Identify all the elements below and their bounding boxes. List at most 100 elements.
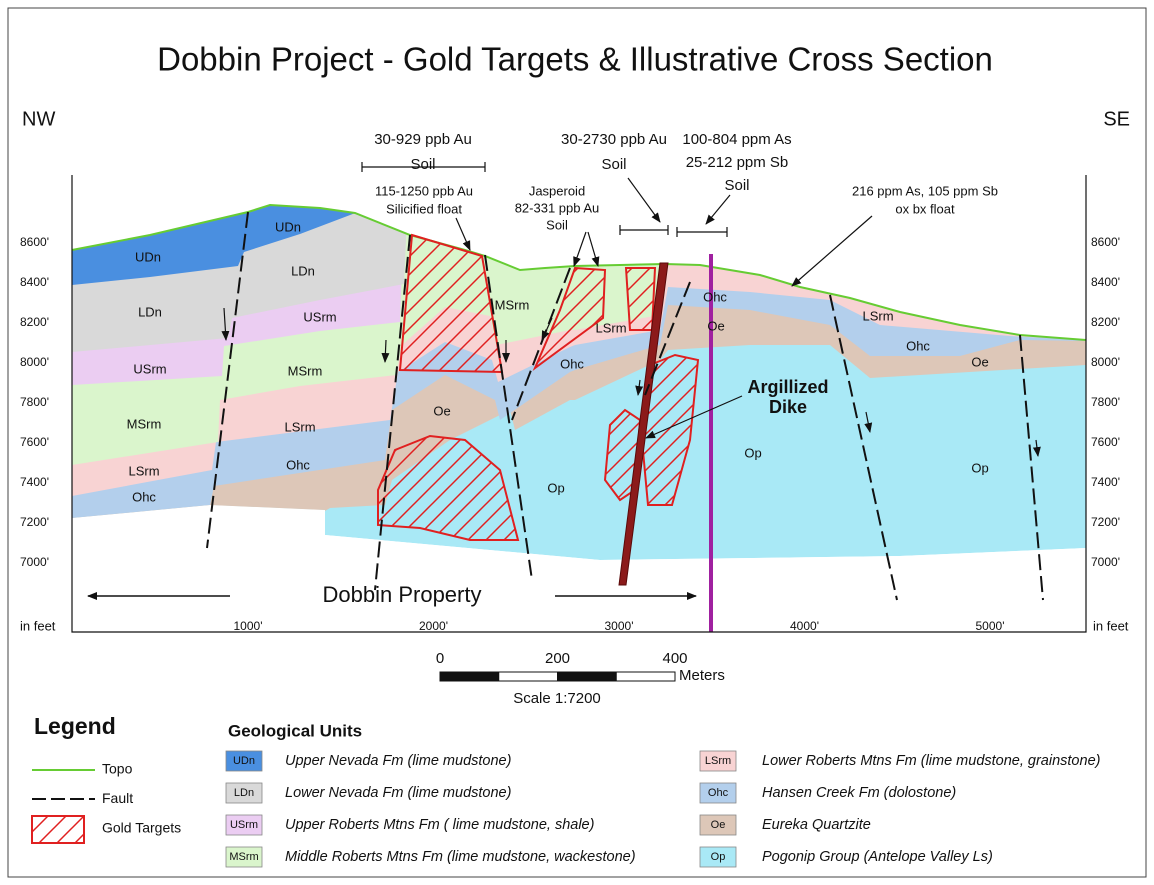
annotation: Soil — [546, 217, 568, 232]
unit-label: MSrm — [495, 297, 530, 312]
annotation: Dike — [769, 397, 807, 417]
unit-label: USrm — [133, 361, 166, 376]
unit-label: Op — [744, 445, 761, 460]
annotation: 30-2730 ppb Au — [561, 131, 667, 148]
annotation: 115-1250 ppb Au — [375, 183, 473, 198]
unit-code: USrm — [230, 819, 258, 831]
scale-tick: 200 — [545, 650, 570, 667]
unit-label: Ohc — [286, 457, 310, 472]
annotation: Silicified float — [386, 201, 462, 216]
elevation-label: 7600' — [20, 435, 49, 449]
distance-label: 3000' — [605, 619, 634, 633]
orientation-left: NW — [22, 108, 55, 130]
unit-label: LSrm — [128, 463, 159, 478]
fault — [1019, 334, 1044, 601]
leader — [627, 177, 661, 223]
property-label: Dobbin Property — [323, 582, 482, 607]
legend-item: Gold Targets — [102, 820, 181, 836]
distance-label: 2000' — [419, 619, 448, 633]
legend-gold — [31, 815, 85, 844]
fault-arrow — [864, 411, 873, 433]
fault — [374, 234, 411, 591]
elevation-label: 7200' — [20, 515, 49, 529]
unit-swatch — [225, 782, 263, 804]
unit-code: Ohc — [708, 787, 729, 799]
unit-label: LSrm — [595, 320, 626, 335]
annotation: Argillized — [747, 377, 828, 397]
distance-label: 1000' — [234, 619, 263, 633]
elevation-label: 8200' — [1091, 315, 1120, 329]
unit-code: Op — [711, 851, 726, 863]
unit-label: Ohc — [132, 489, 156, 504]
leader — [705, 194, 731, 225]
elevation-label: 7600' — [1091, 435, 1120, 449]
unit-code: UDn — [233, 755, 255, 767]
fault-arrow — [541, 317, 553, 341]
unit-label: Op — [971, 460, 988, 475]
annotation: 82-331 ppb Au — [515, 200, 600, 215]
fault-arrow — [221, 307, 230, 341]
annotation: 30-929 ppb Au — [374, 131, 472, 148]
axis-frame — [71, 175, 1087, 633]
unit-label: LDn — [138, 304, 162, 319]
unit-swatch — [225, 814, 263, 836]
elevation-label: 8400' — [1091, 275, 1120, 289]
fault-arrow — [635, 379, 644, 396]
unit-code: Oe — [711, 819, 726, 831]
elevation-label: 7400' — [20, 475, 49, 489]
leader — [455, 217, 471, 251]
unit-name: Lower Roberts Mtns Fm (lime mudstone, gr… — [762, 753, 1100, 769]
unit-label: Ohc — [703, 289, 727, 304]
units-title: Geological Units — [228, 721, 362, 740]
legend-title: Legend — [34, 713, 116, 739]
unit-label: UDn — [275, 219, 301, 234]
elevation-label: 7400' — [1091, 475, 1120, 489]
scale-label: Scale 1:7200 — [513, 690, 601, 707]
elevation-label: 7000' — [20, 555, 49, 569]
annotation: 216 ppm As, 105 ppm Sb — [852, 183, 998, 198]
legend-item: Fault — [102, 790, 133, 806]
distance-label: 4000' — [790, 619, 819, 633]
unit-label: Oe — [971, 354, 988, 369]
annotation: ox bx float — [895, 201, 955, 216]
unit-swatch — [225, 750, 263, 772]
annotation: Soil — [601, 156, 626, 173]
elevation-label: 7200' — [1091, 515, 1120, 529]
scale-unit: Meters — [679, 667, 725, 684]
elevation-label: 8600' — [20, 235, 49, 249]
scale-tick: 400 — [662, 650, 687, 667]
fault-arrow — [1032, 439, 1041, 457]
unit-label: LDn — [291, 263, 315, 278]
unit-label: Oe — [707, 318, 724, 333]
fault — [829, 294, 898, 601]
unit-name: Lower Nevada Fm (lime mudstone) — [285, 785, 511, 801]
axis-unit: in feet — [20, 618, 56, 633]
annotation: 100-804 ppm As — [682, 131, 791, 148]
gold-target — [624, 267, 657, 331]
elevation-label: 7800' — [1091, 395, 1120, 409]
scale-tick: 0 — [436, 650, 444, 667]
unit-name: Pogonip Group (Antelope Valley Ls) — [762, 849, 993, 865]
annotation: Soil — [410, 156, 435, 173]
frame — [7, 7, 1147, 878]
unit-label: MSrm — [127, 416, 162, 431]
leader — [791, 215, 873, 287]
annotation: 25-212 ppm Sb — [686, 154, 789, 171]
fault — [484, 254, 533, 581]
leader — [573, 231, 587, 267]
unit-label: Op — [547, 480, 564, 495]
fault — [511, 267, 571, 421]
gold-target — [532, 266, 607, 371]
orientation-right: SE — [1103, 108, 1130, 130]
elevation-label: 7800' — [20, 395, 49, 409]
distance-label: 5000' — [976, 619, 1005, 633]
fault-arrow — [381, 339, 390, 363]
elevation-label: 8200' — [20, 315, 49, 329]
unit-swatch — [699, 814, 737, 836]
unit-swatch — [699, 782, 737, 804]
unit-name: Hansen Creek Fm (dolostone) — [762, 785, 956, 801]
elevation-label: 7000' — [1091, 555, 1120, 569]
leader — [587, 231, 600, 267]
